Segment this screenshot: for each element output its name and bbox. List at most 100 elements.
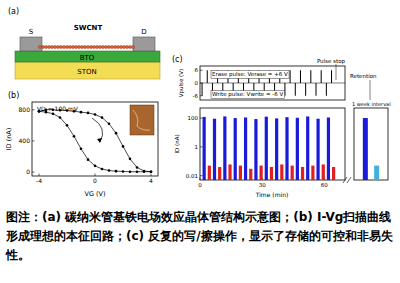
axis-label: ID (nA) (174, 134, 180, 153)
layer-bto (15, 51, 160, 62)
annotation: VD = 100 mV (37, 105, 79, 112)
pulse (310, 70, 311, 83)
annotation: Erase pulse: Verase = +6 V (212, 71, 288, 78)
nanotube-atom (98, 45, 101, 48)
point (87, 158, 90, 161)
tick (200, 118, 203, 119)
tick (95, 174, 96, 177)
axis-break (343, 177, 351, 183)
tick (32, 172, 35, 173)
tick-label: 0 (26, 168, 30, 175)
nanotube-atom (113, 45, 116, 48)
bar (327, 117, 330, 180)
tick-label: 0 (198, 182, 202, 188)
tick (39, 174, 40, 177)
figure: (a)BTOSTONSDSWCNT(b)-4040400800VG (V)ID … (0, 0, 400, 205)
bar (316, 119, 319, 180)
pulse (207, 70, 208, 83)
tick-label: 60 (321, 182, 328, 188)
caption: 图注：(a) 碳纳米管基铁电场效应晶体管结构示意图；(b) I-Vg扫描曲线形成… (6, 208, 394, 265)
panel-label: (c) (172, 55, 183, 64)
bar (203, 117, 206, 180)
point (143, 170, 146, 173)
bar (265, 117, 268, 180)
electrode-label: S (29, 28, 34, 36)
bar (374, 166, 379, 180)
point (80, 147, 83, 150)
nanotube-atom (38, 45, 41, 48)
nanotube-atom (128, 45, 131, 48)
nanotube-atom (119, 45, 122, 48)
layer-ston (15, 62, 160, 79)
bar (208, 166, 211, 180)
point (150, 170, 153, 173)
tick (151, 174, 152, 177)
pulse (202, 83, 203, 96)
nanotube-atom (92, 45, 95, 48)
bar (254, 119, 257, 180)
point (143, 170, 146, 173)
pulse (290, 70, 291, 83)
tick-label: 6 (195, 67, 199, 73)
electrode (20, 37, 42, 51)
pulse (321, 70, 322, 83)
tick-label: 0.01 (186, 173, 198, 179)
bar (363, 118, 368, 180)
point (94, 165, 97, 168)
pulse (300, 70, 301, 83)
annotation-box (211, 91, 285, 99)
annotation: Write pulse: Vwrite = -6 V (212, 91, 284, 98)
tick (200, 178, 201, 181)
tick-label: -4 (36, 177, 42, 184)
tick (200, 146, 203, 147)
bar (301, 167, 304, 180)
point (52, 112, 55, 115)
layer-label: STON (77, 68, 96, 76)
tick-label: 400 (19, 137, 31, 144)
bar (218, 167, 221, 180)
point (66, 124, 69, 127)
point (115, 132, 118, 135)
channel-label: SWCNT (74, 24, 103, 32)
bar (311, 166, 314, 180)
axis-label: VG (V) (84, 190, 105, 198)
annotation: 1 week interval (352, 101, 391, 107)
tick-label: 800 (19, 106, 31, 113)
annotation: Retention (350, 73, 377, 79)
tick-label: 0 (93, 177, 97, 184)
panel-label: (a) (8, 7, 19, 16)
point (87, 112, 90, 115)
pulse (305, 83, 306, 96)
point (129, 170, 132, 173)
nanotube-atom (74, 45, 77, 48)
inset-detail (133, 110, 150, 130)
nanotube-atom (65, 45, 68, 48)
nanotube-atom (59, 45, 62, 48)
point (115, 170, 118, 173)
bar (260, 166, 263, 180)
frame (200, 108, 345, 180)
nanotube-atom (89, 45, 92, 48)
panel-label: (b) (8, 91, 19, 100)
tick-label: 4 (149, 177, 153, 184)
point (80, 111, 83, 114)
nanotube-atom (44, 45, 47, 48)
bar (223, 116, 226, 180)
pulse (295, 83, 296, 96)
point (122, 145, 125, 148)
nanotube-atom (110, 45, 113, 48)
nanotube-atom (95, 45, 98, 48)
axis-label: Time (min) (255, 191, 289, 198)
pulse (316, 83, 317, 96)
bar (322, 164, 325, 180)
tick-label: -6 (193, 93, 199, 99)
tick (200, 175, 203, 176)
point (136, 166, 139, 169)
tick-label: 100 (188, 115, 199, 121)
point (150, 170, 153, 173)
bar (239, 166, 242, 180)
tick-label: 30 (259, 182, 266, 188)
plot-area (363, 118, 379, 180)
bar (285, 117, 288, 180)
nanotube-atom (56, 45, 59, 48)
